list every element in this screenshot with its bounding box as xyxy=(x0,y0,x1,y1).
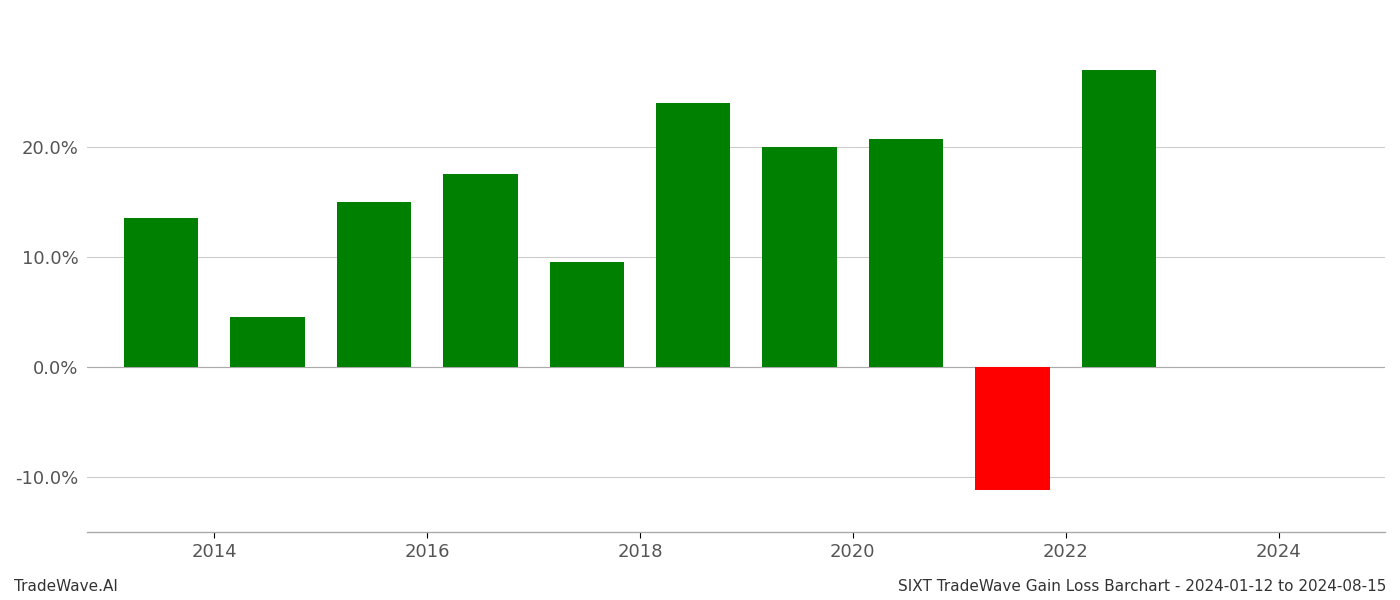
Text: SIXT TradeWave Gain Loss Barchart - 2024-01-12 to 2024-08-15: SIXT TradeWave Gain Loss Barchart - 2024… xyxy=(897,579,1386,594)
Bar xyxy=(763,147,837,367)
Bar xyxy=(550,262,624,367)
Bar xyxy=(869,139,944,367)
Bar xyxy=(444,175,518,367)
Bar xyxy=(336,202,412,367)
Bar xyxy=(123,218,199,367)
Bar xyxy=(976,367,1050,490)
Text: TradeWave.AI: TradeWave.AI xyxy=(14,579,118,594)
Bar xyxy=(230,317,305,367)
Bar xyxy=(1082,70,1156,367)
Bar xyxy=(657,103,731,367)
